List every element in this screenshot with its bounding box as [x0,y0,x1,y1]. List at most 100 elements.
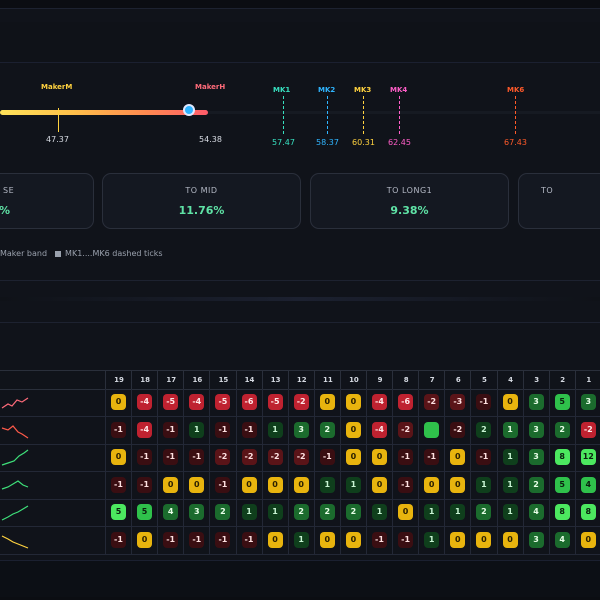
table-cell[interactable]: -2 [261,444,289,471]
table-cell[interactable] [418,416,445,444]
table-cell[interactable]: -1 [209,416,236,444]
table-cell[interactable]: 1 [235,499,263,526]
table-cell[interactable]: 0 [183,471,210,499]
table-cell[interactable]: -1 [209,471,236,499]
table-cell[interactable]: 0 [261,471,289,499]
table-cell[interactable]: 0 [339,389,367,416]
table-cell[interactable]: 2 [313,416,341,444]
table-cell[interactable]: 0 [418,471,445,499]
table-cell[interactable]: 3 [522,444,550,471]
table-cell[interactable]: 1 [287,526,315,554]
table-cell[interactable]: 0 [496,526,524,554]
table-cell[interactable]: -4 [183,389,210,416]
table-cell[interactable]: -1 [183,526,210,554]
table-cell[interactable]: 4 [548,526,576,554]
table-cell[interactable]: 1 [261,416,289,444]
table-cell[interactable]: -1 [105,471,132,499]
table-cell[interactable]: 2 [548,416,576,444]
table-cell[interactable]: 3 [183,499,210,526]
table-cell[interactable]: 0 [105,444,132,471]
table-cell[interactable]: 4 [574,471,600,499]
table-row[interactable]: 0-4-5-4-5-6-5-200-4-6-2-3-103532 [0,389,600,417]
table-cell[interactable]: -2 [287,444,315,471]
table-cell[interactable]: 0 [131,526,158,554]
table-cell[interactable]: 12 [574,444,600,471]
table-cell[interactable]: 0 [287,471,315,499]
table-cell[interactable]: 1 [366,499,393,526]
table-cell[interactable]: -4 [366,389,393,416]
table-cell[interactable]: -1 [157,444,184,471]
table-cell[interactable]: 0 [444,444,471,471]
table-cell[interactable]: 0 [339,526,367,554]
table-cell[interactable]: -1 [209,526,236,554]
table-cell[interactable]: 0 [235,471,263,499]
table-cell[interactable]: -2 [418,389,445,416]
table-cell[interactable]: -2 [287,389,315,416]
table-cell[interactable]: -6 [235,389,263,416]
range-knob[interactable] [183,104,195,116]
table-cell[interactable]: 1 [496,444,524,471]
table-cell[interactable]: 1 [339,471,367,499]
table-cell[interactable]: 2 [209,499,236,526]
table-cell[interactable]: 5 [548,389,576,416]
table-cell[interactable]: 1 [496,416,524,444]
table-cell[interactable]: -1 [105,526,132,554]
table-cell[interactable]: 2 [470,499,497,526]
table-cell[interactable]: 0 [261,526,289,554]
table-cell[interactable]: -4 [131,389,158,416]
table-cell[interactable]: 3 [287,416,315,444]
table-cell[interactable]: 8 [548,499,576,526]
table-row[interactable]: 0-1-1-1-2-2-2-2-100-1-10-11381214 [0,444,600,472]
table-cell[interactable]: 3 [522,389,550,416]
table-cell[interactable]: -5 [209,389,236,416]
table-cell[interactable]: 0 [313,526,341,554]
table-cell[interactable]: -1 [157,526,184,554]
table-cell[interactable]: -2 [209,444,236,471]
table-cell[interactable]: -1 [418,444,445,471]
table-cell[interactable]: 0 [339,416,367,444]
table-cell[interactable]: 3 [574,389,600,416]
table-cell[interactable]: 3 [522,416,550,444]
table-cell[interactable]: -1 [235,526,263,554]
table-cell[interactable]: 1 [418,499,445,526]
table-cell[interactable]: -1 [105,416,132,444]
table-cell[interactable]: -1 [157,416,184,444]
table-cell[interactable]: -3 [444,389,471,416]
table-cell[interactable]: 0 [574,526,600,554]
table-cell[interactable]: 3 [522,526,550,554]
table-cell[interactable]: 0 [496,389,524,416]
table-cell[interactable]: 1 [444,499,471,526]
table-cell[interactable]: 0 [366,444,393,471]
table-cell[interactable]: 0 [339,444,367,471]
table-cell[interactable]: 8 [574,499,600,526]
table-cell[interactable]: 0 [313,389,341,416]
table-cell[interactable]: 4 [157,499,184,526]
table-cell[interactable]: -2 [574,416,600,444]
table-cell[interactable]: 1 [496,499,524,526]
table-cell[interactable]: 0 [366,471,393,499]
table-cell[interactable]: -2 [235,444,263,471]
table-cell[interactable]: -6 [392,389,419,416]
table-cell[interactable]: -1 [470,389,497,416]
table-cell[interactable]: 1 [183,416,210,444]
table-cell[interactable]: -1 [470,444,497,471]
table-cell[interactable]: 0 [157,471,184,499]
table-cell[interactable]: -2 [444,416,471,444]
table-cell[interactable]: -4 [131,416,158,444]
table-row[interactable]: 55432112221011214889 [0,499,600,527]
table-cell[interactable]: -1 [392,444,419,471]
table-cell[interactable]: 1 [496,471,524,499]
table-cell[interactable]: -1 [392,471,419,499]
table-cell[interactable]: 2 [470,416,497,444]
table-cell[interactable]: 0 [392,499,419,526]
table-cell[interactable]: 0 [444,471,471,499]
table-cell[interactable]: -1 [131,471,158,499]
table-cell[interactable]: 5 [131,499,158,526]
table-cell[interactable]: -1 [131,444,158,471]
table-cell[interactable]: -2 [392,416,419,444]
table-cell[interactable]: 2 [339,499,367,526]
table-cell[interactable]: 4 [522,499,550,526]
table-cell[interactable]: 5 [548,471,576,499]
